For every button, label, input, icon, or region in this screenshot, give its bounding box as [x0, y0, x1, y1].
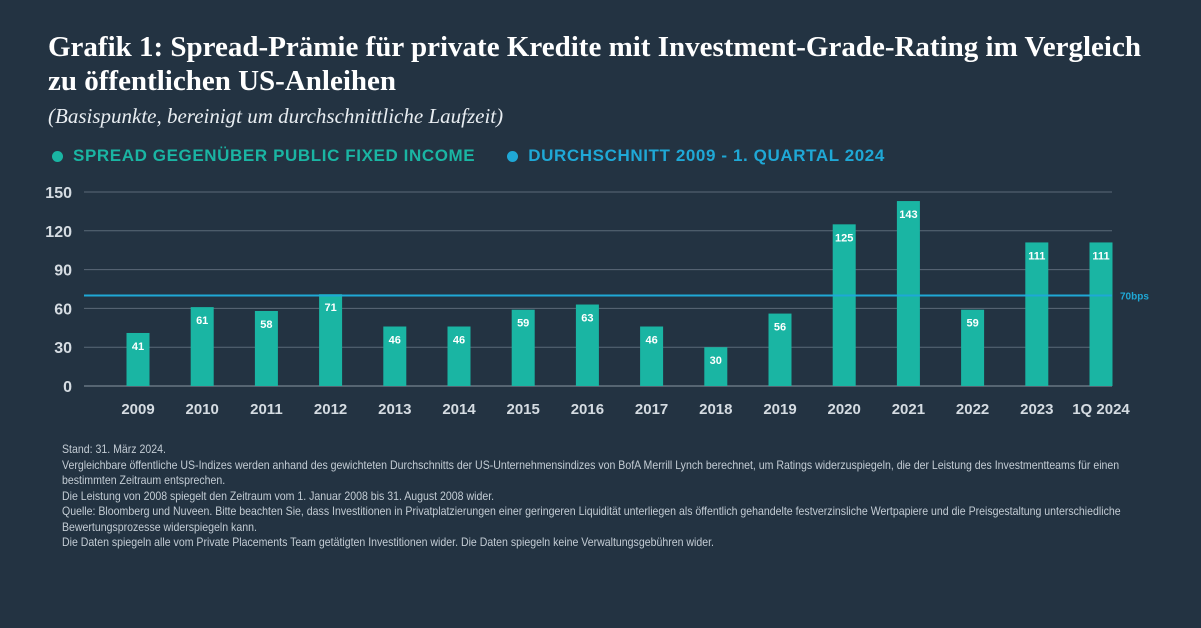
bar-value-label: 143 [899, 209, 917, 221]
bar-value-label: 59 [966, 318, 978, 330]
bar-value-label: 111 [1028, 250, 1045, 262]
bar-value-label: 46 [645, 335, 657, 347]
x-tick-label: 2010 [186, 401, 219, 418]
x-tick-label: 1Q 2024 [1072, 401, 1130, 418]
bar [319, 294, 343, 386]
x-tick-label: 2012 [314, 401, 347, 418]
bar [190, 307, 214, 386]
legend-dot-spread-icon [52, 150, 63, 162]
x-tick-label: 2019 [763, 401, 796, 418]
bar-value-label: 46 [389, 335, 401, 347]
bar-value-label: 56 [774, 322, 786, 334]
x-tick-label: 2013 [378, 401, 411, 418]
bar-value-label: 46 [453, 335, 465, 347]
legend-label-spread: SPREAD GEGENÜBER PUBLIC FIXED INCOME [73, 146, 476, 165]
y-tick-label: 120 [45, 224, 72, 241]
bar [447, 326, 471, 386]
x-tick-label: 2020 [828, 401, 861, 418]
bar [254, 310, 278, 386]
x-tick-label: 2023 [1020, 401, 1053, 418]
bar-value-label: 41 [132, 341, 144, 353]
x-tick-label: 2021 [892, 401, 925, 418]
legend-label-average: DURCHSCHNITT 2009 - 1. QUARTAL 2024 [528, 146, 885, 165]
bar-value-label: 71 [324, 302, 336, 314]
bar-value-label: 30 [710, 355, 722, 367]
x-tick-label: 2022 [956, 401, 989, 418]
footnote-source: Quelle: Bloomberg und Nuveen. Bitte beac… [62, 504, 1121, 534]
y-tick-label: 0 [63, 379, 72, 396]
bar [1089, 242, 1113, 386]
bar [640, 326, 664, 386]
bar-value-label: 61 [196, 315, 208, 327]
chart-title: Grafik 1: Spread-Prämie für private Kred… [48, 31, 1141, 97]
bar [896, 201, 920, 386]
legend-item-spread: SPREAD GEGENÜBER PUBLIC FIXED INCOME [52, 146, 475, 166]
x-tick-label: 2015 [507, 401, 540, 418]
footnote-indices: Vergleichbare öffentliche US-Indizes wer… [62, 457, 1120, 488]
bar-value-label: 59 [517, 318, 529, 330]
bar [832, 224, 856, 386]
bar [768, 313, 792, 386]
bar [1025, 242, 1049, 386]
x-tick-label: 2016 [571, 401, 604, 418]
footnote-date: Stand: 31. März 2024. [62, 442, 166, 456]
chart-subtitle: (Basispunkte, bereinigt um durchschnittl… [48, 104, 504, 128]
bar [575, 304, 599, 386]
bar [704, 347, 728, 386]
legend-item-average: DURCHSCHNITT 2009 - 1. QUARTAL 2024 [507, 146, 885, 166]
bar-chart: 0 30 60 90 120 150 41 2009 61 2010 58 2011 71 2012 46 2… [45, 185, 1149, 418]
y-tick-label: 60 [54, 301, 72, 318]
legend: SPREAD GEGENÜBER PUBLIC FIXED INCOME DUR… [52, 146, 885, 166]
y-tick-label: 30 [54, 340, 72, 357]
x-tick-label: 2009 [121, 401, 154, 418]
x-tick-label: 2011 [250, 401, 283, 418]
bar [126, 332, 150, 386]
y-tick-label: 150 [45, 185, 72, 202]
average-label: 70bps [1120, 291, 1149, 302]
legend-dot-average-icon [507, 150, 519, 162]
footnote-fees: Die Daten spiegeln alle vom Private Plac… [62, 535, 714, 549]
x-tick-label: 2014 [442, 401, 476, 418]
bar [383, 326, 407, 386]
bar-value-label: 63 [581, 313, 593, 325]
bar-value-label: 58 [260, 319, 272, 331]
x-tick-label: 2018 [699, 401, 732, 418]
footnote-2008: Die Leistung von 2008 spiegelt den Zeitr… [62, 488, 495, 503]
bar [511, 309, 535, 386]
bar-value-label: 111 [1092, 250, 1109, 262]
bar [961, 309, 985, 386]
footnotes: Stand: 31. März 2024. Vergleichbare öffe… [62, 442, 1121, 551]
y-tick-label: 90 [54, 263, 72, 280]
x-tick-label: 2017 [635, 401, 668, 418]
bar-value-label: 125 [835, 232, 853, 244]
